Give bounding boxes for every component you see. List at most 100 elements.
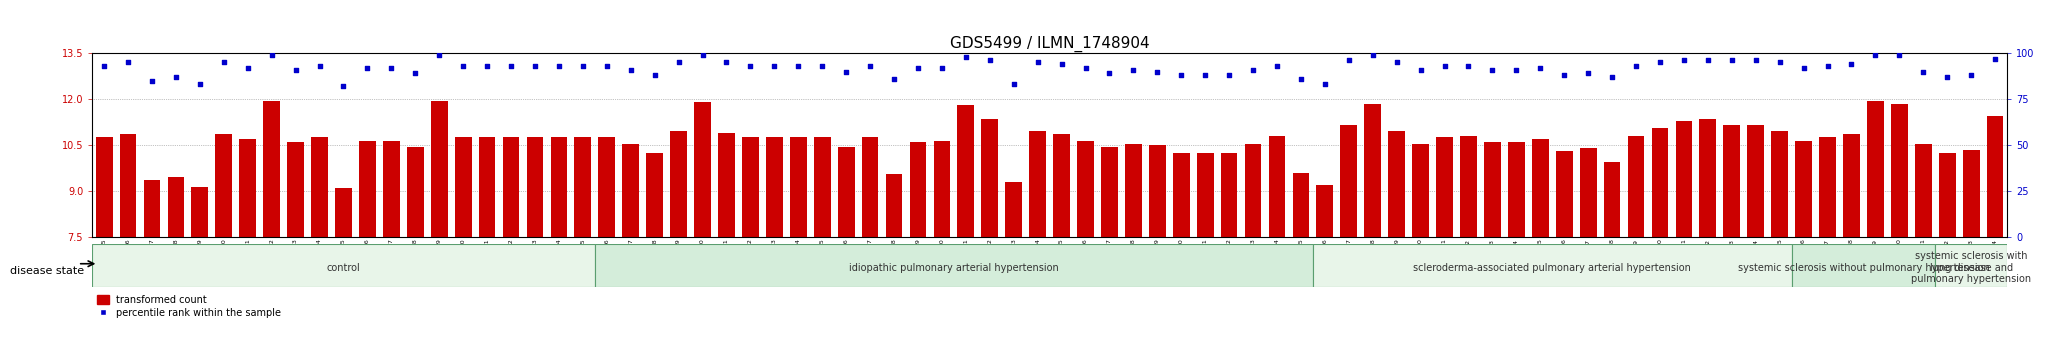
Point bbox=[496, 63, 528, 69]
Bar bbox=[119, 135, 137, 354]
Bar bbox=[1196, 153, 1214, 354]
Bar bbox=[168, 177, 184, 354]
Text: systemic sclerosis without pulmonary hypertension: systemic sclerosis without pulmonary hyp… bbox=[1737, 263, 1989, 273]
Bar bbox=[1604, 162, 1620, 354]
Point bbox=[926, 65, 958, 71]
Bar bbox=[1124, 144, 1141, 354]
Bar bbox=[598, 137, 614, 354]
Bar bbox=[1962, 150, 1980, 354]
Bar bbox=[1268, 136, 1286, 354]
Bar bbox=[1987, 116, 2003, 354]
Point bbox=[805, 63, 838, 69]
Point bbox=[901, 65, 934, 71]
FancyBboxPatch shape bbox=[1313, 244, 1792, 287]
Bar bbox=[1364, 104, 1380, 354]
Point bbox=[135, 78, 168, 84]
Bar bbox=[1843, 135, 1860, 354]
Bar bbox=[1700, 119, 1716, 354]
Point bbox=[1692, 58, 1724, 63]
Point bbox=[1810, 63, 1843, 69]
Point bbox=[1882, 52, 1915, 58]
Point bbox=[1069, 65, 1102, 71]
Bar bbox=[1485, 142, 1501, 354]
Bar bbox=[551, 137, 567, 354]
Point bbox=[1380, 59, 1413, 65]
Point bbox=[567, 63, 600, 69]
Text: control: control bbox=[326, 263, 360, 273]
Bar bbox=[1077, 141, 1094, 354]
Bar bbox=[741, 137, 758, 354]
Point bbox=[1548, 72, 1581, 78]
Bar bbox=[1532, 139, 1548, 354]
Bar bbox=[1579, 148, 1597, 354]
Point bbox=[758, 63, 791, 69]
Point bbox=[1954, 72, 1987, 78]
Bar bbox=[1628, 136, 1645, 354]
Bar bbox=[791, 137, 807, 354]
Bar bbox=[623, 144, 639, 354]
Bar bbox=[1675, 121, 1692, 354]
Point bbox=[1978, 56, 2011, 62]
Point bbox=[1477, 67, 1509, 73]
Bar bbox=[240, 139, 256, 354]
Point bbox=[207, 59, 240, 65]
Point bbox=[997, 81, 1030, 87]
Bar bbox=[1460, 136, 1477, 354]
Point bbox=[113, 59, 145, 65]
Bar bbox=[670, 131, 686, 354]
Bar bbox=[1149, 145, 1165, 354]
Text: disease state: disease state bbox=[10, 266, 84, 276]
Point bbox=[854, 63, 887, 69]
Bar bbox=[647, 153, 664, 354]
Point bbox=[1739, 58, 1772, 63]
Point bbox=[1524, 65, 1556, 71]
Bar bbox=[862, 137, 879, 354]
Bar bbox=[813, 137, 831, 354]
Bar bbox=[1053, 135, 1069, 354]
Point bbox=[829, 69, 862, 74]
Bar bbox=[336, 188, 352, 354]
Point bbox=[1022, 59, 1055, 65]
Bar bbox=[1341, 125, 1358, 354]
Bar bbox=[909, 142, 926, 354]
Bar bbox=[215, 135, 231, 354]
Bar bbox=[408, 147, 424, 354]
Point bbox=[1645, 59, 1677, 65]
Bar bbox=[287, 142, 303, 354]
Text: systemic sclerosis with
lung disease and
pulmonary hypertension: systemic sclerosis with lung disease and… bbox=[1911, 251, 2032, 284]
Point bbox=[1165, 72, 1198, 78]
Point bbox=[662, 59, 694, 65]
Bar bbox=[1389, 131, 1405, 354]
Point bbox=[422, 52, 455, 58]
Bar bbox=[1772, 131, 1788, 354]
Bar bbox=[143, 181, 160, 354]
Point bbox=[1262, 63, 1294, 69]
Bar bbox=[1868, 101, 1884, 354]
Bar bbox=[1030, 131, 1047, 354]
Bar bbox=[1102, 147, 1118, 354]
Point bbox=[256, 52, 289, 58]
Bar bbox=[264, 101, 281, 354]
Bar bbox=[1724, 125, 1741, 354]
Point bbox=[1188, 72, 1221, 78]
Title: GDS5499 / ILMN_1748904: GDS5499 / ILMN_1748904 bbox=[950, 35, 1149, 52]
Point bbox=[1763, 59, 1796, 65]
Bar bbox=[981, 119, 997, 354]
Point bbox=[973, 58, 1006, 63]
Point bbox=[1094, 70, 1126, 76]
Point bbox=[160, 74, 193, 80]
Point bbox=[1620, 63, 1653, 69]
Bar bbox=[479, 137, 496, 354]
Bar bbox=[1556, 151, 1573, 354]
Point bbox=[231, 65, 264, 71]
Point bbox=[1044, 61, 1077, 67]
Point bbox=[1116, 67, 1149, 73]
Point bbox=[350, 65, 383, 71]
Point bbox=[1237, 67, 1270, 73]
Point bbox=[1405, 67, 1438, 73]
Bar bbox=[526, 137, 543, 354]
Point bbox=[1427, 63, 1460, 69]
Point bbox=[879, 76, 911, 82]
Point bbox=[1667, 58, 1700, 63]
Bar bbox=[1507, 142, 1524, 354]
